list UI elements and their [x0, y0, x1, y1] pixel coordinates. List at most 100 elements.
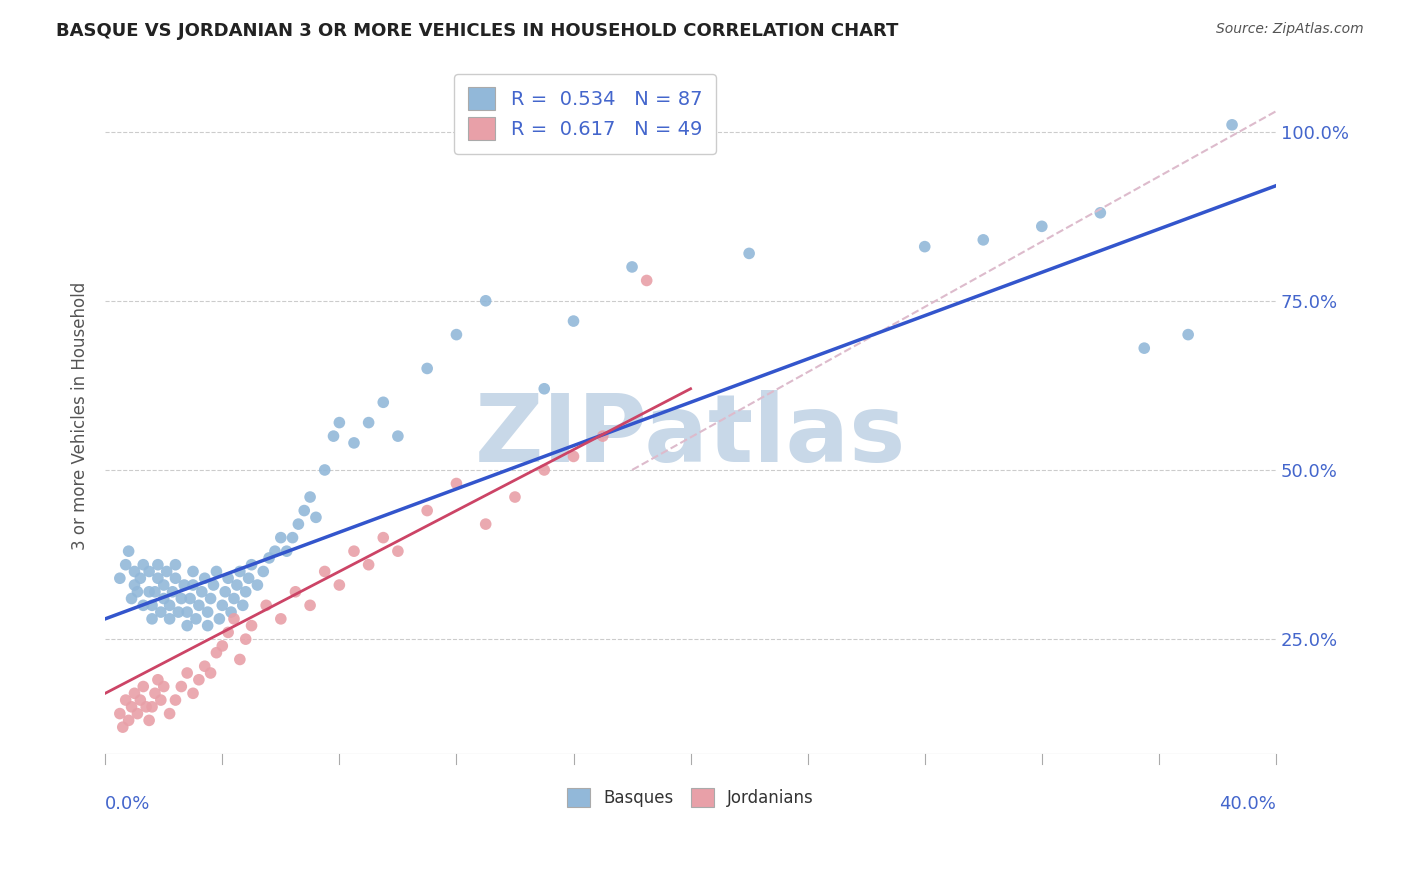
Point [152, 578, 174, 592]
Point [205, 646, 228, 660]
Point [152, 591, 174, 606]
Point [176, 605, 198, 619]
Point [211, 599, 233, 613]
Point [238, 571, 260, 585]
Point [229, 565, 252, 579]
Point [132, 599, 155, 613]
Point [246, 578, 269, 592]
Point [357, 416, 380, 430]
Point [474, 517, 496, 532]
Point [124, 565, 146, 579]
Point [194, 659, 217, 673]
Point [181, 565, 204, 579]
Point [292, 503, 315, 517]
Point [108, 571, 131, 585]
Point [387, 544, 409, 558]
Point [132, 680, 155, 694]
Point [226, 578, 249, 592]
Point [117, 714, 139, 728]
Point [254, 599, 277, 613]
Point [738, 246, 761, 260]
Point [129, 571, 152, 585]
Point [124, 578, 146, 592]
Point [184, 612, 207, 626]
Point [222, 591, 245, 606]
Point [141, 612, 163, 626]
Point [165, 558, 187, 572]
Point [1220, 118, 1243, 132]
Point [179, 591, 201, 606]
Point [165, 571, 187, 585]
Point [416, 503, 439, 517]
Point [240, 558, 263, 572]
Point [162, 584, 184, 599]
Point [914, 239, 936, 253]
Point [240, 618, 263, 632]
Point [132, 558, 155, 572]
Point [159, 706, 181, 721]
Point [343, 544, 366, 558]
Point [299, 490, 322, 504]
Point [357, 558, 380, 572]
Point [229, 652, 252, 666]
Text: BASQUE VS JORDANIAN 3 OR MORE VEHICLES IN HOUSEHOLD CORRELATION CHART: BASQUE VS JORDANIAN 3 OR MORE VEHICLES I… [56, 22, 898, 40]
Point [446, 476, 468, 491]
Point [194, 571, 217, 585]
Point [235, 632, 257, 647]
Point [127, 706, 149, 721]
Point [562, 314, 585, 328]
Point [149, 693, 172, 707]
Point [135, 699, 157, 714]
Point [159, 612, 181, 626]
Point [138, 565, 160, 579]
Point [197, 618, 219, 632]
Point [1133, 341, 1156, 355]
Point [114, 558, 136, 572]
Point [170, 591, 193, 606]
Point [299, 599, 322, 613]
Point [387, 429, 409, 443]
Point [181, 578, 204, 592]
Point [416, 361, 439, 376]
Point [1090, 206, 1112, 220]
Point [121, 591, 143, 606]
Point [197, 605, 219, 619]
Point [328, 578, 350, 592]
Point [202, 578, 225, 592]
Point [592, 429, 614, 443]
Point [159, 599, 181, 613]
Point [1177, 327, 1199, 342]
Point [252, 565, 274, 579]
Point [373, 531, 395, 545]
Point [167, 605, 190, 619]
Point [208, 612, 231, 626]
Point [138, 584, 160, 599]
Point [270, 612, 292, 626]
Point [108, 706, 131, 721]
Point [305, 510, 328, 524]
Legend: Basques, Jordanians: Basques, Jordanians [561, 781, 821, 814]
Point [270, 531, 292, 545]
Point [232, 599, 254, 613]
Point [114, 693, 136, 707]
Point [314, 565, 336, 579]
Point [111, 720, 134, 734]
Point [621, 260, 644, 274]
Point [219, 605, 242, 619]
Point [503, 490, 526, 504]
Point [287, 517, 309, 532]
Point [117, 544, 139, 558]
Point [143, 686, 166, 700]
Point [173, 578, 195, 592]
Point [165, 693, 187, 707]
Text: Source: ZipAtlas.com: Source: ZipAtlas.com [1216, 22, 1364, 37]
Point [533, 463, 555, 477]
Point [187, 599, 209, 613]
Point [264, 544, 287, 558]
Point [141, 599, 163, 613]
Point [972, 233, 994, 247]
Point [152, 680, 174, 694]
Point [127, 584, 149, 599]
Text: 40.0%: 40.0% [1219, 795, 1277, 813]
Point [257, 551, 280, 566]
